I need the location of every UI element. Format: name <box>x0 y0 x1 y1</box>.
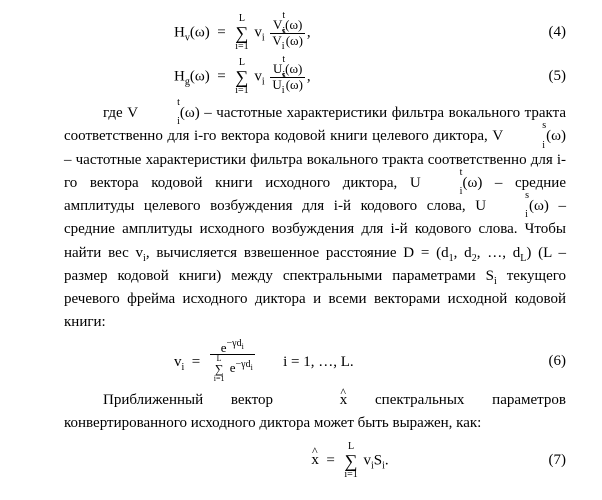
eq6-num-exp-sub: i <box>242 342 244 351</box>
eq7-sum-l: i=1 <box>344 470 357 480</box>
sum-icon: L ∑ i=1 <box>344 442 357 480</box>
eq6-lhs: v <box>174 353 182 369</box>
eq5-sum-lower: i=1 <box>235 86 248 96</box>
eq4-num-sup: t <box>282 11 285 22</box>
sigma-icon: ∑ <box>344 452 357 470</box>
p1-t5c: , d <box>454 245 472 261</box>
p1-v3-base: U <box>410 175 421 191</box>
sum-icon: L ∑ i=1 <box>214 355 225 383</box>
paragraph-2: Приближенный вектор x спектральных парам… <box>64 389 566 436</box>
p1-v1-sub: i <box>138 114 180 130</box>
eq6-den-exp-sub: i <box>251 363 253 372</box>
eq5-number: (5) <box>526 65 566 88</box>
eq5-coef-sub: i <box>262 76 265 87</box>
p1-t1: где <box>103 105 127 121</box>
eq6-range: i = 1, …, L. <box>283 353 354 369</box>
eq5-den-arg: (ω) <box>286 77 303 92</box>
equation-5: Hg(ω) = L ∑ i=1 vi Utit(ω) Usis(ω) , (5) <box>64 58 566 96</box>
eq4-frac: Vtit(ω) Vsis(ω) <box>270 18 305 48</box>
p1-v4-sub: i <box>486 207 528 223</box>
eq6-frac: e−γdi L ∑ i=1 e−γdi <box>210 341 255 384</box>
eq7-body: x = L ∑ i=1 viSi. <box>174 442 526 480</box>
eq5-coef: v <box>254 68 262 84</box>
eq5-lhs-sym: H <box>174 68 185 84</box>
xhat-icon: x <box>301 389 348 412</box>
eq4-den-arg: (ω) <box>286 33 303 48</box>
eq7-v: v <box>363 452 371 468</box>
p1-v2-sup: s <box>503 118 546 134</box>
eq4-sum-lower: i=1 <box>235 42 248 52</box>
eq4-num-arg: (ω) <box>285 17 302 32</box>
eq4-den-sub: i <box>282 42 285 53</box>
eq7-tail: . <box>385 452 389 468</box>
eq6-num-exp: −γd <box>227 338 242 349</box>
page: Hv(ω) = L ∑ i=1 vi Vtit(ω) Vsis(ω) , (4)… <box>0 0 602 494</box>
p1-v4-base: U <box>475 198 486 214</box>
sigma-icon: ∑ <box>235 68 248 86</box>
eq5-den-sub: i <box>282 86 285 97</box>
p1-v3-sup: t <box>421 165 463 181</box>
equation-4: Hv(ω) = L ∑ i=1 vi Vtit(ω) Vsis(ω) , (4) <box>64 14 566 52</box>
equation-6: vi = e−γdi L ∑ i=1 e−γdi i = 1, …, L. <box>64 341 566 384</box>
p1-v2-sub: i <box>503 138 545 154</box>
eq4-body: Hv(ω) = L ∑ i=1 vi Vtit(ω) Vsis(ω) , <box>174 14 526 52</box>
sum-icon: L ∑ i=1 <box>235 14 248 52</box>
eq6-den-sum-l: i=1 <box>214 375 225 383</box>
eq7-S: S <box>374 452 382 468</box>
p1-v2-base: V <box>492 128 503 144</box>
eq7-lhs: x <box>311 452 319 468</box>
equation-7: x = L ∑ i=1 viSi. (7) <box>64 442 566 480</box>
p1-v1-base: V <box>127 105 138 121</box>
sum-icon: L ∑ i=1 <box>235 58 248 96</box>
eq6-den-exp: −γd <box>236 359 251 370</box>
eq7-number: (7) <box>526 449 566 472</box>
eq5-den-base: U <box>272 77 281 92</box>
xhat-icon: x <box>311 449 319 472</box>
eq6-lhs-sub: i <box>182 361 185 372</box>
p1-v2-arg: (ω) <box>546 128 566 144</box>
eq4-den-base: V <box>272 33 281 48</box>
paragraph-1: где Vtit(ω) – частотные характеристики ф… <box>64 102 566 335</box>
p1-t5b: , вычисляется взвешенное расстояние D = … <box>146 245 449 261</box>
eq5-arg: (ω) <box>190 68 210 84</box>
p1-v4-arg: (ω) <box>529 198 549 214</box>
eq5-num-arg: (ω) <box>285 61 302 76</box>
eq5-num-sup: t <box>282 55 285 66</box>
eq4-coef: v <box>254 24 262 40</box>
eq5-den-sup: s <box>282 71 286 82</box>
p1-v4-sup: s <box>486 188 529 204</box>
p1-v3-arg: (ω) <box>462 175 482 191</box>
p2-t1: Приближенный вектор <box>103 392 301 408</box>
eq5-frac: Utit(ω) Usis(ω) <box>270 62 305 92</box>
eq4-arg: (ω) <box>190 24 210 40</box>
eq6-number: (6) <box>526 350 566 373</box>
eq6-body: vi = e−γdi L ∑ i=1 e−γdi i = 1, …, L. <box>174 341 526 384</box>
eq4-number: (4) <box>526 21 566 44</box>
p1-t5d: , …, d <box>477 245 521 261</box>
eq4-lhs-sym: H <box>174 24 185 40</box>
p1-v3-sub: i <box>421 184 463 200</box>
eq4-coef-sub: i <box>262 32 265 43</box>
p1-v1-sup: t <box>138 95 180 111</box>
eq5-body: Hg(ω) = L ∑ i=1 vi Utit(ω) Usis(ω) , <box>174 58 526 96</box>
p2-xhat: x <box>340 392 348 408</box>
sigma-icon: ∑ <box>235 24 248 42</box>
eq4-den-sup: s <box>282 27 286 38</box>
p1-v1-arg: (ω) <box>180 105 200 121</box>
